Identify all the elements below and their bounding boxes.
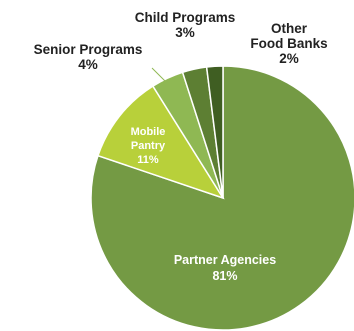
slice-value-mobile-pantry: 11% [137,154,159,166]
slice-label-mobile-pantry-line2: Pantry [131,140,166,152]
slice-value-child-programs: 3% [175,25,195,40]
slice-label-senior-programs: Senior Programs [34,42,143,57]
slice-value-senior-programs: 4% [78,57,98,72]
slice-label-partner-agencies: Partner Agencies [174,253,276,267]
slice-label-other-food-banks-line2: Food Banks [250,36,327,51]
slice-value-partner-agencies: 81% [212,269,237,283]
pie-slice-other-food-banks [205,65,224,199]
slice-label-child-programs: Child Programs [135,10,236,25]
pie-slice-mobile-pantry [97,85,225,200]
pie-slices [90,65,354,331]
senior-programs-leader-line [151,67,166,82]
slice-value-other-food-banks: 2% [279,51,299,66]
slice-label-mobile-pantry-line1: Mobile [131,126,166,138]
slice-label-other-food-banks-line1: Other [271,21,308,36]
